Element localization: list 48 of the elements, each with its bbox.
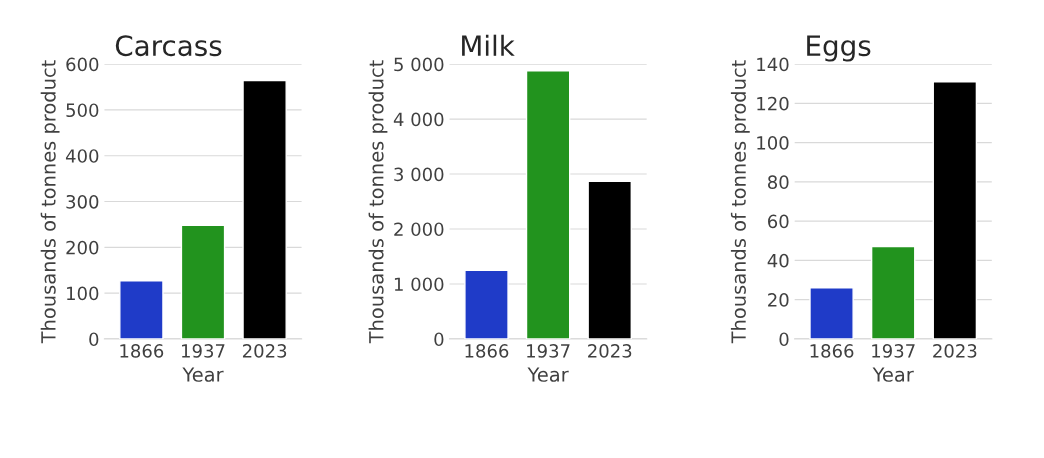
bar (809, 287, 854, 339)
y-tick-label: 600 (66, 57, 99, 72)
y-tick-label: 120 (757, 96, 789, 111)
x-tick-label: 2023 (933, 344, 977, 358)
x-tick-label: 1937 (527, 344, 570, 358)
bar (242, 79, 287, 339)
x-tick-label: 1866 (810, 344, 854, 358)
y-tick-label: 500 (66, 103, 99, 118)
y-tick-label: 200 (66, 240, 99, 255)
bar (119, 280, 164, 339)
y-tick-label: 100 (67, 286, 99, 301)
y-tick-label: 20 (768, 293, 789, 307)
y-tick-label: 4 000 (393, 112, 444, 127)
y-tick-label: 2 000 (394, 222, 444, 237)
y-tick-label: 1 000 (394, 277, 444, 292)
chart-title: Eggs (807, 35, 871, 62)
y-tick-label: 5 000 (394, 57, 444, 72)
x-tick-label: 1937 (182, 344, 225, 358)
x-tick-label: 1866 (120, 344, 164, 358)
y-tick-label: 300 (66, 194, 99, 209)
x-axis-title: Year (182, 367, 224, 382)
bar (525, 70, 571, 339)
y-tick-label: 3 000 (394, 167, 444, 182)
y-axis-title: Thousands of tonnes product (368, 60, 388, 344)
bar (932, 81, 978, 339)
y-tick-label: 80 (767, 175, 789, 190)
bar (464, 269, 509, 339)
y-tick-label: 0 (779, 332, 789, 347)
y-axis-title: Thousands of tonnes product (40, 60, 60, 344)
bar (180, 224, 226, 339)
chart-title: Milk (462, 34, 515, 56)
y-tick-label: 40 (767, 253, 789, 268)
x-tick-label: 2023 (242, 344, 287, 358)
chart-title: Carcass (115, 35, 222, 57)
x-tick-label: 1937 (872, 344, 915, 358)
y-tick-label: 140 (757, 57, 789, 72)
y-tick-label: 400 (65, 149, 99, 163)
x-axis-title: Year (872, 367, 914, 382)
y-tick-label: 0 (434, 332, 444, 347)
x-tick-label: 1866 (465, 344, 509, 358)
x-tick-label: 2023 (588, 344, 632, 358)
x-axis-title: Year (527, 367, 569, 382)
bar (587, 180, 632, 339)
bar (870, 245, 916, 339)
y-tick-label: 60 (768, 214, 789, 229)
y-tick-label: 100 (757, 136, 789, 150)
y-tick-label: 0 (89, 332, 99, 347)
y-axis-title: Thousands of tonnes product (730, 60, 750, 344)
